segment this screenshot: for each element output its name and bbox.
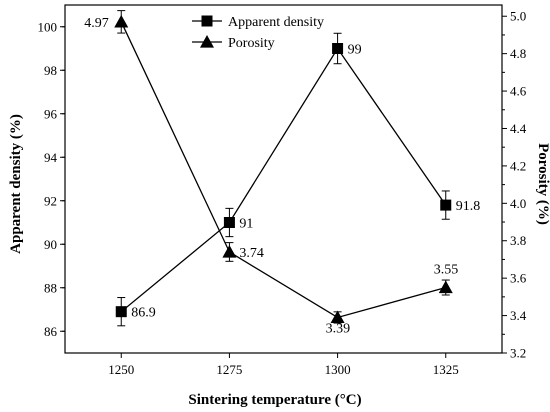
axes — [64, 4, 503, 354]
data-label: 91 — [239, 217, 253, 232]
series-layer: 86.9 91 99 91.8 4.97 3.74 3.39 3.55 — [84, 10, 481, 336]
left-y-tick-label: 100 — [38, 19, 58, 34]
series-line — [120, 21, 446, 319]
right-y-tick-label: 4.0 — [510, 196, 526, 211]
x-tick-label: 1250 — [108, 362, 134, 377]
triangle-marker — [222, 244, 237, 258]
data-label: 99 — [348, 43, 362, 58]
left-y-tick-label: 92 — [44, 193, 57, 208]
right-y-tick-label: 4.8 — [510, 46, 526, 61]
left-y-tick-label: 86 — [44, 324, 58, 339]
square-marker — [201, 15, 213, 27]
right-y-tick-label: 4.2 — [510, 158, 526, 173]
x-tick-label: 1275 — [216, 362, 242, 377]
triangle-marker — [114, 14, 129, 28]
legend-label: Porosity — [228, 36, 275, 51]
left-y-tick-label: 96 — [44, 106, 58, 121]
left-y-tick-label: 98 — [44, 63, 57, 78]
right-y-tick-label: 4.4 — [510, 121, 527, 136]
series-porosity: 4.97 3.74 3.39 3.55 — [84, 10, 459, 336]
data-label: 3.74 — [239, 246, 263, 261]
square-marker — [440, 199, 452, 211]
x-tick-label: 1325 — [433, 362, 459, 377]
left-y-tick-label: 88 — [44, 280, 57, 295]
series-line — [120, 47, 447, 313]
legend: Apparent density Porosity — [192, 15, 324, 51]
legend-item: Porosity — [192, 35, 275, 51]
triangle-marker — [438, 280, 453, 294]
legend-item: Apparent density — [192, 15, 324, 30]
square-marker — [332, 43, 344, 54]
data-label: 3.55 — [434, 263, 459, 278]
right-y-tick-label: 3.8 — [510, 233, 526, 248]
right-y-tick-label: 3.2 — [510, 346, 526, 361]
square-marker — [115, 306, 127, 318]
ticks: 1250 1275 1300 1325 86 88 90 92 94 96 98 100 3.2 3.4 3… — [38, 9, 527, 377]
data-label: 86.9 — [131, 306, 156, 321]
x-axis-title: Sintering temperature (°C) — [188, 392, 361, 408]
data-label: 4.97 — [84, 16, 109, 31]
square-marker — [223, 217, 235, 228]
plot-frame — [64, 4, 503, 354]
data-label: 91.8 — [456, 199, 481, 214]
left-y-tick-label: 94 — [44, 150, 58, 165]
left-axis-title: Apparent density (%) — [8, 114, 24, 254]
triangle-marker — [330, 310, 345, 324]
left-y-tick-label: 90 — [44, 237, 57, 252]
legend-label: Apparent density — [228, 15, 324, 30]
right-y-tick-label: 3.4 — [510, 308, 527, 323]
right-y-tick-label: 3.6 — [510, 271, 527, 286]
series-apparent-density: 86.9 91 99 91.8 — [115, 32, 481, 327]
triangle-marker — [200, 35, 214, 48]
right-y-tick-label: 5.0 — [510, 9, 526, 24]
right-y-tick-label: 4.6 — [510, 84, 527, 99]
data-label: 3.39 — [326, 321, 351, 336]
x-tick-label: 1300 — [325, 362, 351, 377]
right-axis-title: Porosity (%) — [535, 143, 550, 225]
